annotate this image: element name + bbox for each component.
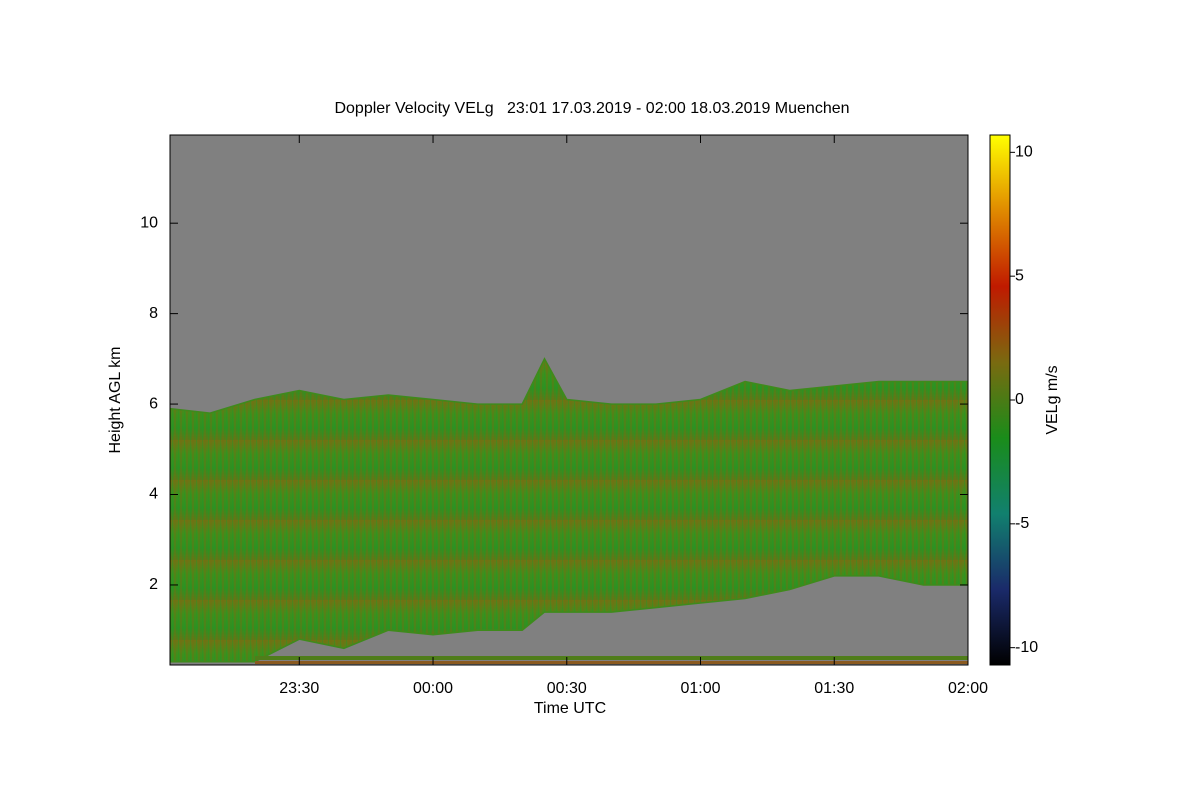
echo-high-edge [169, 357, 968, 414]
x-tick-label: 23:30 [279, 680, 319, 697]
x-tick-label: 01:00 [680, 680, 720, 697]
y-tick-label: 4 [149, 486, 158, 503]
ground-clutter [255, 656, 968, 660]
x-tick-label: 01:30 [814, 680, 854, 697]
colorbar-label: VELg m/s [1044, 365, 1061, 434]
colorbar-tick-label: 10 [1015, 144, 1033, 161]
echo-area [170, 358, 968, 662]
y-tick-label: 6 [149, 395, 158, 412]
y-tick-label: 10 [140, 214, 158, 231]
y-tick-label: 8 [149, 305, 158, 322]
x-tick-label: 00:30 [547, 680, 587, 697]
x-tick-label: 00:00 [413, 680, 453, 697]
echo-low-edge [170, 575, 968, 663]
colorbar-tick-label: 0 [1015, 391, 1024, 408]
plot-frame [169, 134, 969, 666]
x-tick-label: 02:00 [948, 680, 988, 697]
y-tick-label: 2 [149, 576, 158, 593]
x-axis-label: Time UTC [534, 700, 606, 717]
y-axis-label: Height AGL km [107, 346, 124, 453]
colorbar-tick-label: 5 [1015, 267, 1024, 284]
chart-title: Doppler Velocity VELg 23:01 17.03.2019 -… [334, 100, 849, 117]
colorbar [989, 134, 1011, 666]
colorbar-tick-label: -10 [1015, 639, 1038, 656]
colorbar-tick-label: -5 [1015, 515, 1029, 532]
ground-clutter [255, 661, 968, 664]
